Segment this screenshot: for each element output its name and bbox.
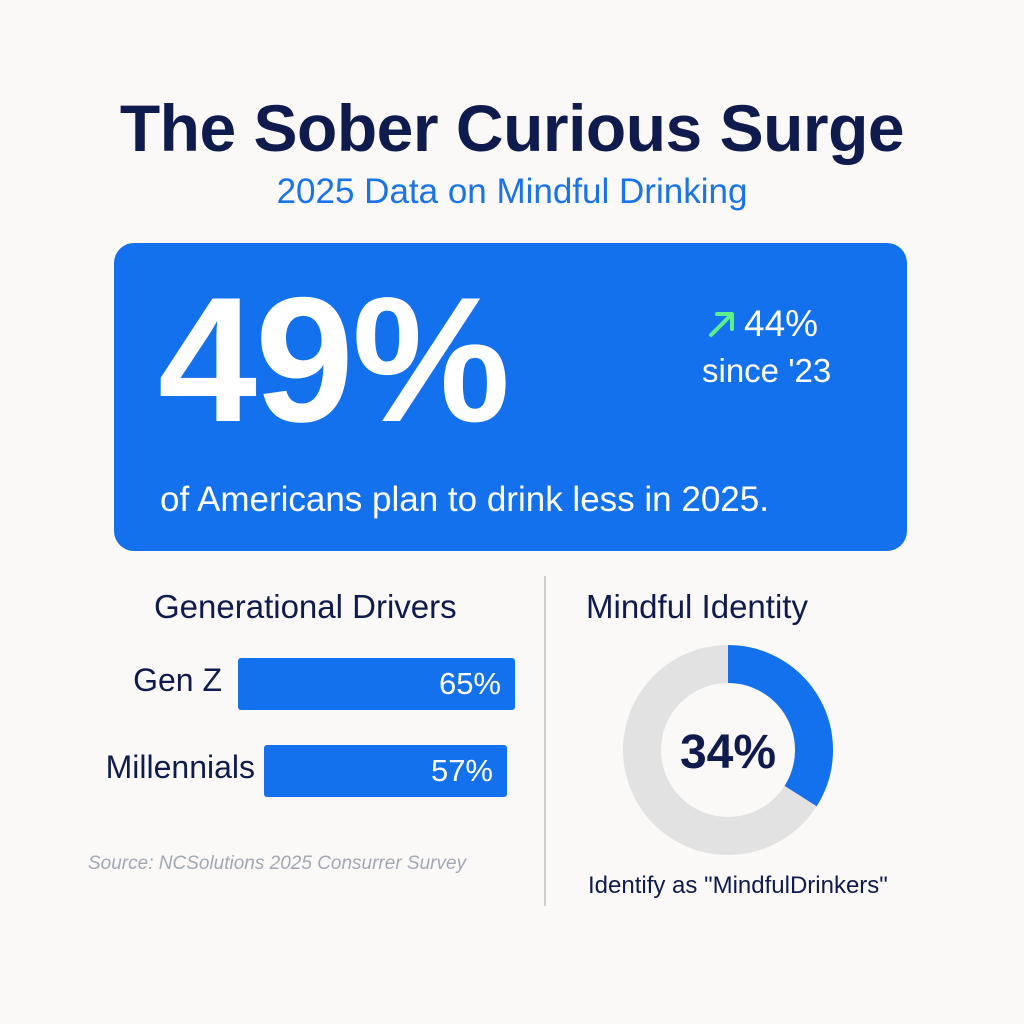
page-subtitle: 2025 Data on Mindful Drinking xyxy=(276,172,748,211)
trend-row: 44% xyxy=(702,305,852,342)
section-divider xyxy=(544,576,546,906)
bar-millennials: 57% xyxy=(264,745,507,797)
generational-drivers-title: Generational Drivers xyxy=(154,588,457,625)
donut-caption: Identify as "MindfulDrinkers" xyxy=(588,872,888,899)
hero-stat-card: 49% 44% since '23 of Americans plan to d… xyxy=(114,243,907,551)
page-title: The Sober Curious Surge xyxy=(119,91,905,165)
donut-center-label: 34% xyxy=(680,726,776,779)
mindful-identity-title: Mindful Identity xyxy=(586,588,808,625)
trend-label: since '23 xyxy=(702,352,832,389)
bar-value-label: 57% xyxy=(430,753,493,788)
trend-value: 44% xyxy=(744,303,819,344)
bar-gen-z: 65% xyxy=(238,658,515,710)
source-note: Source: NCSolutions 2025 Consurrer Surve… xyxy=(88,853,467,874)
bar-category-label: Millennials xyxy=(105,749,255,785)
mindful-identity-donut-chart: 34% xyxy=(623,645,833,855)
hero-stat-value: 49% xyxy=(158,260,510,459)
bar-value-label: 65% xyxy=(438,666,501,701)
hero-trend: 44% since '23 xyxy=(702,305,852,387)
hero-caption: of Americans plan to drink less in 2025. xyxy=(160,480,769,519)
trend-up-arrow-icon xyxy=(709,311,734,337)
bar-category-label: Gen Z xyxy=(133,662,222,698)
donut-mindful-slice xyxy=(727,645,833,807)
